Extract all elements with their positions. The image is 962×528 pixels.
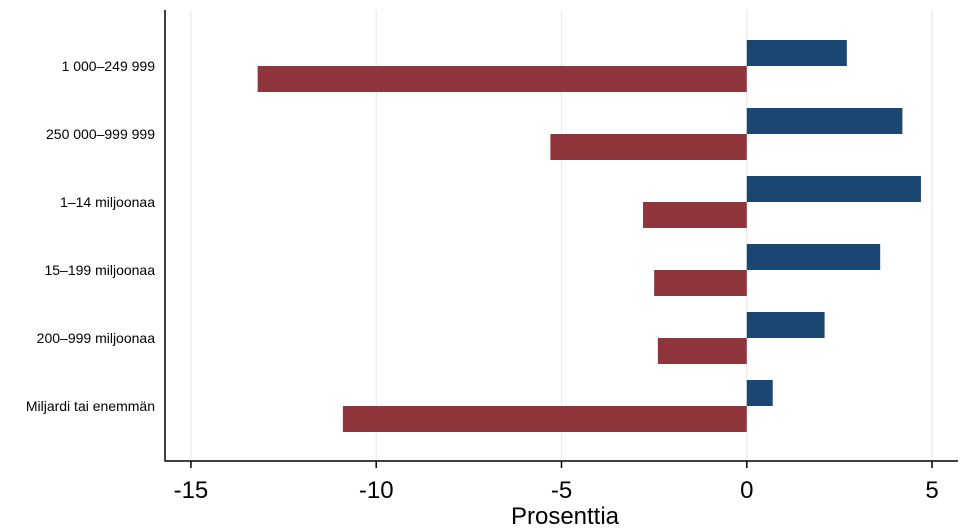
category-label: 1–14 miljoonaa	[60, 194, 155, 210]
x-tick-label: 0	[740, 477, 753, 504]
x-tick-label: -5	[551, 477, 572, 504]
axes	[164, 10, 958, 468]
bar-series-1	[746, 176, 921, 202]
category-label: 1 000–249 999	[62, 58, 156, 74]
bar-series-2	[342, 406, 747, 432]
bar-series-2	[257, 66, 747, 92]
bar-series-2	[550, 134, 747, 160]
category-labels: 1 000–249 999 250 000–999 999 1–14 miljoon…	[26, 58, 155, 414]
x-tick-label: 5	[925, 477, 938, 504]
category-label: 200–999 miljoonaa	[37, 330, 156, 346]
x-axis-title: Prosenttia	[511, 503, 620, 528]
category-label: 250 000–999 999	[46, 126, 155, 142]
tick-labels: -15 -10 -5 0 5	[174, 477, 939, 504]
bar-series-1	[746, 312, 825, 338]
bar-series-1	[746, 40, 847, 66]
x-tick-label: -15	[174, 477, 209, 504]
bar-series-1	[746, 244, 881, 270]
bar-series-2	[643, 202, 747, 228]
bar-series-1	[746, 380, 773, 406]
category-label: Miljardi tai enemmän	[26, 398, 155, 414]
bar-series-2	[654, 270, 747, 296]
bars	[257, 40, 921, 432]
x-tick-label: -10	[359, 477, 394, 504]
category-label: 15–199 miljoonaa	[44, 262, 155, 278]
bar-series-2	[657, 338, 747, 364]
bar-series-1	[746, 108, 903, 134]
